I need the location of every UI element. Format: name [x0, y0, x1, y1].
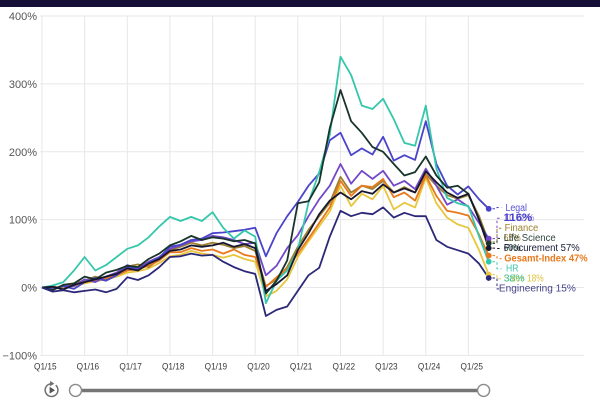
svg-text:Q1/25: Q1/25: [460, 362, 483, 373]
svg-text:116%: 116%: [504, 212, 533, 224]
svg-text:Q1/19: Q1/19: [205, 362, 228, 373]
svg-text:Finance: Finance: [505, 223, 539, 234]
svg-text:38%: 38%: [504, 273, 525, 285]
svg-text:Legal: Legal: [506, 203, 528, 214]
svg-text:Q1/17: Q1/17: [119, 362, 142, 373]
svg-text:60%: 60%: [504, 243, 521, 254]
svg-text:Q1/23: Q1/23: [375, 362, 398, 373]
svg-text:300%: 300%: [9, 79, 37, 91]
svg-text:IT 72%: IT 72%: [505, 213, 535, 224]
svg-text:−100%: −100%: [2, 350, 37, 362]
svg-text:Procurement 57%: Procurement 57%: [504, 243, 580, 254]
svg-text:200%: 200%: [9, 147, 37, 159]
svg-text:Q1/18: Q1/18: [162, 362, 185, 373]
svg-text:400%: 400%: [9, 11, 37, 23]
svg-text:Q1/21: Q1/21: [290, 362, 313, 373]
svg-text:100%: 100%: [9, 215, 37, 227]
svg-text:Q1/20: Q1/20: [247, 362, 270, 373]
svg-text:Gesamt-Index 47%: Gesamt-Index 47%: [504, 252, 588, 264]
svg-text:Q1/15: Q1/15: [34, 362, 57, 373]
svg-text:Engineering 15%: Engineering 15%: [499, 284, 576, 295]
svg-text:Q1/24: Q1/24: [418, 362, 441, 373]
svg-text:HR: HR: [506, 263, 519, 274]
svg-text:65%: 65%: [504, 233, 521, 244]
svg-text:Q1/16: Q1/16: [77, 362, 100, 373]
svg-text:Life Science: Life Science: [504, 232, 556, 244]
svg-text:0%: 0%: [21, 283, 37, 295]
svg-text:Q1/22: Q1/22: [333, 362, 356, 373]
svg-text:Sales 18%: Sales 18%: [504, 274, 544, 285]
